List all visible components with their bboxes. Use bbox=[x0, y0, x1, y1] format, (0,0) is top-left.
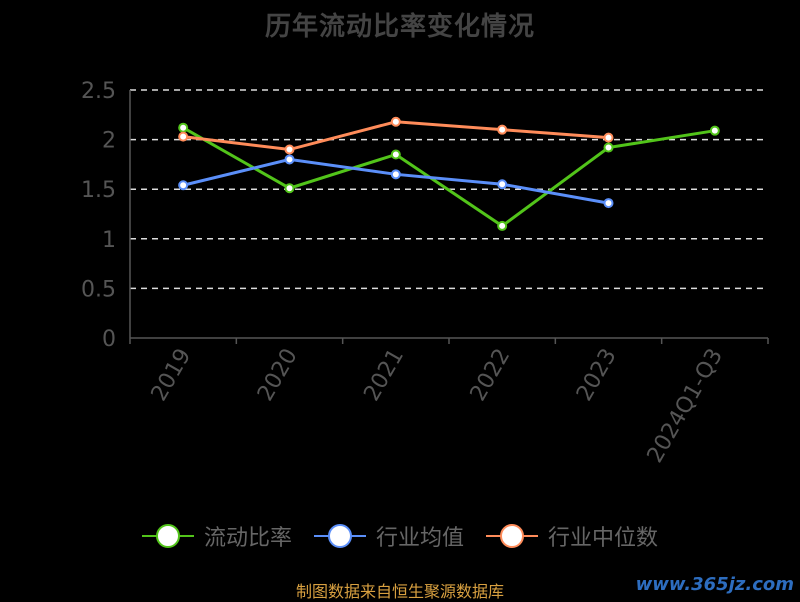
series-point-3 bbox=[390, 116, 401, 127]
legend-item-series-1[interactable]: 流动比率 bbox=[141, 520, 292, 552]
series-point-2 bbox=[497, 179, 508, 190]
series-point-3 bbox=[603, 132, 614, 143]
y-tick-label: 1.5 bbox=[81, 178, 116, 203]
y-tick-label: 0.5 bbox=[81, 277, 116, 302]
series-point-3 bbox=[178, 131, 189, 142]
series-point-3 bbox=[497, 124, 508, 135]
legend-swatch-series-2-icon bbox=[313, 523, 366, 549]
legend-item-series-3[interactable]: 行业中位数 bbox=[486, 520, 658, 552]
axes bbox=[129, 90, 769, 344]
x-tick-label: 2021 bbox=[359, 345, 409, 406]
y-tick-label: 2 bbox=[102, 129, 116, 154]
series-point-2 bbox=[390, 169, 401, 180]
tick-labels: 0 0.5 1 1.5 2 2.5 2019 2020 2021 2022 2023 2024Q1-Q… bbox=[81, 79, 728, 467]
series-point-2 bbox=[178, 180, 189, 191]
series-point-1 bbox=[497, 220, 508, 231]
legend-swatch-series-3-icon bbox=[486, 523, 538, 549]
legend-label-series-3: 行业中位数 bbox=[548, 526, 659, 551]
series-line-2 bbox=[182, 157, 609, 205]
x-tick-label: 2022 bbox=[466, 344, 516, 405]
series-point-2 bbox=[284, 154, 295, 165]
legend-label-series-2: 行业均值 bbox=[375, 526, 464, 551]
series-line-1 bbox=[182, 126, 716, 228]
chart-title: 历年流动比率变化情况 bbox=[264, 12, 535, 42]
series-point-3 bbox=[284, 144, 295, 155]
x-tick-label: 2024Q1-Q3 bbox=[643, 345, 728, 468]
series-point-1 bbox=[603, 142, 614, 153]
y-tick-label: 1 bbox=[102, 228, 116, 253]
legend-item-series-2[interactable]: 行业均值 bbox=[313, 520, 464, 552]
y-tick-label: 0 bbox=[102, 327, 116, 352]
legend-label-series-1: 流动比率 bbox=[203, 526, 292, 551]
x-tick-label: 2020 bbox=[253, 345, 303, 406]
x-tick-label: 2019 bbox=[147, 345, 197, 406]
series-point-1 bbox=[390, 149, 401, 160]
legend-swatch-series-1-icon bbox=[141, 523, 194, 549]
series-lines bbox=[178, 116, 720, 231]
series-point-2 bbox=[603, 198, 614, 209]
series-point-1 bbox=[709, 125, 720, 136]
watermark-logo: www.365jz.com bbox=[635, 574, 794, 595]
series-point-1 bbox=[284, 183, 295, 194]
series-point-1 bbox=[178, 122, 189, 133]
x-tick-label: 2023 bbox=[572, 345, 622, 406]
data-source-note: 制图数据来自恒生聚源数据库 bbox=[295, 582, 504, 601]
y-tick-label: 2.5 bbox=[81, 79, 116, 104]
legend: 流动比率 行业均值 行业中位数 bbox=[0, 520, 800, 552]
